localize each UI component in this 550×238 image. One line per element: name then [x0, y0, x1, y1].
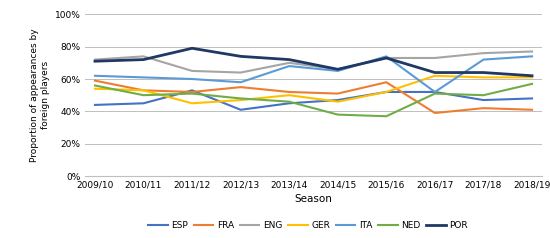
FRA: [334, 92, 341, 95]
ENG: [140, 55, 147, 58]
ENG: [383, 57, 389, 60]
POR: [383, 57, 389, 60]
Legend: ESP, FRA, ENG, GER, ITA, NED, POR: ESP, FRA, ENG, GER, ITA, NED, POR: [144, 217, 472, 233]
POR: [334, 68, 341, 71]
GER: [383, 90, 389, 93]
ESP: [432, 90, 438, 93]
POR: [480, 71, 487, 74]
NED: [383, 115, 389, 118]
NED: [480, 94, 487, 97]
FRA: [383, 81, 389, 84]
GER: [529, 76, 535, 79]
NED: [432, 92, 438, 95]
ITA: [286, 65, 293, 68]
ESP: [92, 104, 98, 106]
NED: [286, 100, 293, 103]
Y-axis label: Proportion of appearances by
foreign players: Proportion of appearances by foreign pla…: [30, 28, 51, 162]
ITA: [92, 74, 98, 77]
FRA: [189, 90, 195, 93]
ITA: [334, 69, 341, 72]
NED: [238, 97, 244, 100]
POR: [189, 47, 195, 50]
ESP: [383, 90, 389, 93]
ESP: [286, 102, 293, 105]
Line: ESP: ESP: [95, 90, 532, 110]
NED: [334, 113, 341, 116]
ENG: [286, 61, 293, 64]
NED: [529, 82, 535, 85]
NED: [140, 94, 147, 97]
GER: [238, 99, 244, 101]
ESP: [140, 102, 147, 105]
Line: NED: NED: [95, 84, 532, 116]
ESP: [480, 99, 487, 101]
FRA: [286, 90, 293, 93]
POR: [529, 74, 535, 77]
ITA: [432, 90, 438, 93]
ITA: [189, 78, 195, 80]
GER: [92, 87, 98, 90]
ENG: [529, 50, 535, 53]
GER: [432, 74, 438, 77]
ENG: [480, 52, 487, 55]
ENG: [432, 57, 438, 60]
NED: [189, 92, 195, 95]
FRA: [432, 112, 438, 114]
POR: [140, 58, 147, 61]
ESP: [529, 97, 535, 100]
ITA: [238, 81, 244, 84]
ITA: [529, 55, 535, 58]
POR: [238, 55, 244, 58]
FRA: [140, 89, 147, 92]
ENG: [92, 58, 98, 61]
ITA: [480, 58, 487, 61]
FRA: [92, 79, 98, 82]
POR: [432, 71, 438, 74]
ESP: [334, 99, 341, 101]
FRA: [529, 108, 535, 111]
FRA: [238, 86, 244, 89]
GER: [189, 102, 195, 105]
ITA: [383, 55, 389, 58]
ENG: [334, 68, 341, 71]
ESP: [189, 89, 195, 92]
NED: [92, 84, 98, 87]
GER: [480, 76, 487, 79]
X-axis label: Season: Season: [295, 194, 332, 204]
ENG: [189, 69, 195, 72]
Line: FRA: FRA: [95, 81, 532, 113]
Line: ENG: ENG: [95, 51, 532, 73]
Line: POR: POR: [95, 48, 532, 76]
GER: [140, 89, 147, 92]
Line: ITA: ITA: [95, 56, 532, 92]
ITA: [140, 76, 147, 79]
POR: [92, 60, 98, 63]
ESP: [238, 108, 244, 111]
GER: [286, 94, 293, 97]
GER: [334, 100, 341, 103]
POR: [286, 58, 293, 61]
ENG: [238, 71, 244, 74]
FRA: [480, 107, 487, 109]
Line: GER: GER: [95, 76, 532, 103]
